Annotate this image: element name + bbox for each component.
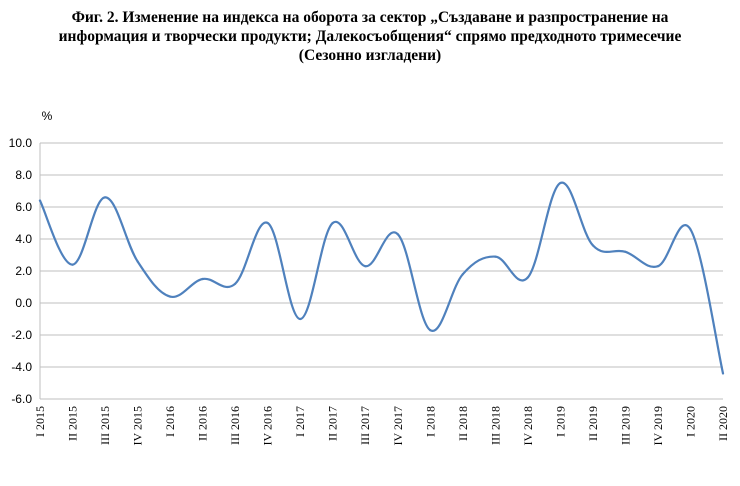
y-tick-label: 0.0 — [15, 296, 32, 310]
y-tick-label: 4.0 — [15, 232, 32, 246]
x-tick-label: I 2019 — [553, 406, 567, 437]
data-point — [429, 329, 432, 332]
x-tick-label: III 2017 — [358, 406, 372, 445]
x-tick-label: II 2016 — [196, 406, 210, 441]
y-tick-label: -2.0 — [11, 328, 32, 342]
x-tick-label: IV 2018 — [521, 406, 535, 445]
data-point — [331, 221, 334, 225]
data-point — [168, 295, 172, 298]
data-point — [364, 265, 367, 268]
x-tick-label: III 2015 — [98, 406, 112, 445]
y-axis-unit-label: % — [42, 109, 53, 123]
x-tick-label: I 2015 — [33, 406, 47, 437]
y-tick-label: -6.0 — [11, 392, 32, 406]
x-tick-label: II 2020 — [716, 406, 730, 441]
data-point — [266, 221, 269, 225]
x-tick-label: II 2018 — [456, 406, 470, 441]
x-tick-label: I 2016 — [163, 406, 177, 437]
chart-title-line-2: информация и творчески продукти; Далекос… — [58, 28, 682, 45]
data-point — [299, 317, 302, 321]
data-point — [624, 250, 627, 253]
x-tick-label: II 2017 — [326, 406, 340, 441]
x-tick-label: I 2018 — [423, 406, 437, 437]
x-tick-label: IV 2016 — [261, 406, 275, 445]
chart-title-line-3: (Сезонно изгладени) — [298, 47, 442, 64]
data-point — [689, 228, 692, 231]
x-tick-label: III 2016 — [228, 406, 242, 445]
x-tick-label: IV 2015 — [131, 406, 145, 445]
x-tick-label: I 2017 — [293, 406, 307, 437]
data-point — [494, 255, 497, 258]
data-point — [591, 244, 595, 247]
x-tick-label: II 2015 — [66, 406, 80, 441]
data-point — [71, 263, 74, 266]
x-tick-label: III 2018 — [488, 406, 502, 445]
y-axis-ticks: 10.0 8.0 6.0 4.0 2.0 0.0 -2.0 -4.0 -6.0 — [9, 136, 33, 406]
data-point — [559, 181, 562, 185]
x-axis-ticks: I 2015 II 2015 III 2015 IV 2015 I 2016 II 201… — [33, 406, 730, 445]
x-tick-label: II 2019 — [586, 406, 600, 441]
x-tick-label: IV 2019 — [651, 406, 665, 445]
y-tick-label: 2.0 — [15, 264, 32, 278]
data-point — [38, 199, 42, 202]
x-tick-label: I 2020 — [683, 406, 697, 437]
data-point — [461, 273, 464, 276]
data-point — [234, 282, 237, 285]
series-line — [38, 181, 725, 375]
y-tick-label: 8.0 — [15, 168, 32, 182]
y-tick-label: 6.0 — [15, 200, 32, 214]
data-point — [136, 260, 139, 263]
data-point — [201, 277, 204, 281]
chart-title-line-1: Фиг. 2. Изменение на индекса на оборота … — [71, 9, 669, 26]
data-point — [526, 276, 529, 279]
series-layer — [38, 181, 725, 375]
x-tick-label: IV 2017 — [391, 406, 405, 445]
data-point — [103, 196, 107, 199]
data-point — [396, 233, 399, 236]
grid-lines — [39, 142, 723, 400]
data-point — [721, 372, 725, 375]
data-point — [656, 265, 660, 268]
chart-title: Фиг. 2. Изменение на индекса на оборота … — [0, 8, 740, 65]
y-tick-label: -4.0 — [11, 360, 32, 374]
y-tick-label: 10.0 — [9, 136, 33, 150]
x-tick-label: III 2019 — [618, 406, 632, 445]
